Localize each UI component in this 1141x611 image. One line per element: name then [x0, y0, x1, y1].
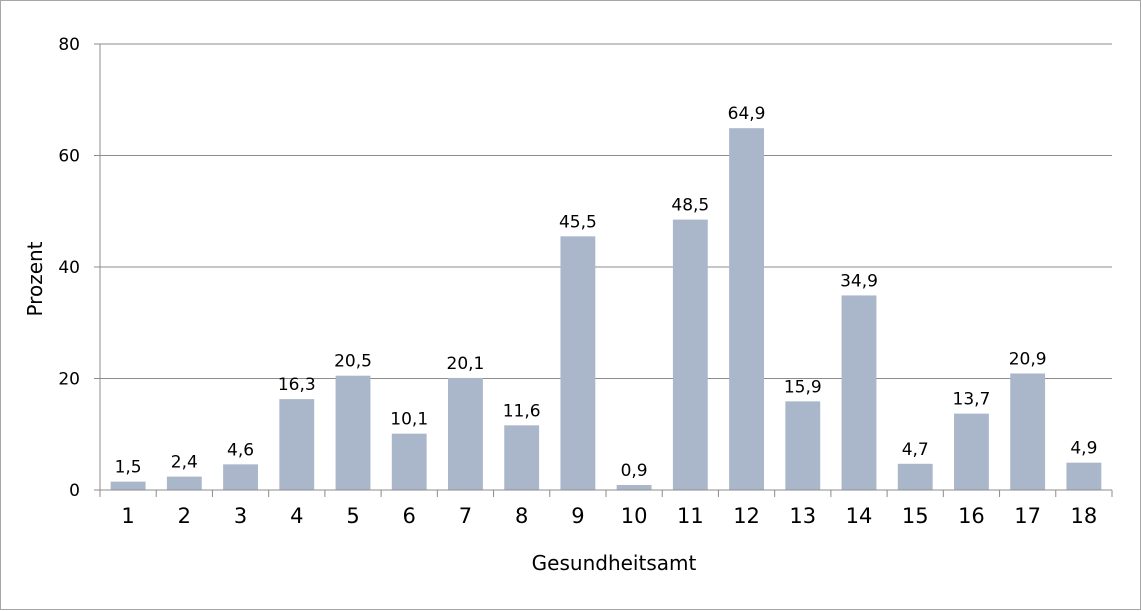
x-tick-label: 6 [403, 504, 416, 528]
x-axis-title: Gesundheitsamt [532, 551, 697, 575]
x-tick-label: 16 [958, 504, 985, 528]
y-tick-label: 80 [58, 35, 80, 55]
bar [391, 433, 427, 490]
data-label: 34,9 [840, 271, 878, 291]
data-label: 13,7 [953, 390, 991, 410]
x-tick-label: 18 [1071, 504, 1098, 528]
data-label: 0,9 [621, 461, 648, 481]
data-label: 20,1 [447, 354, 485, 374]
y-tick-label: 40 [58, 258, 80, 278]
data-label: 10,1 [390, 410, 428, 430]
x-tick-label: 8 [515, 504, 528, 528]
bar [954, 413, 989, 490]
x-tick-label: 13 [789, 504, 816, 528]
bar [110, 481, 146, 490]
x-tick-label: 4 [290, 504, 303, 528]
bar [729, 128, 764, 490]
x-tick-label: 12 [733, 504, 760, 528]
data-labels: 1,5 2,4 4,6 16,3 20,5 10,1 20,1 11,6 45,5 0,9 48,5… [115, 104, 1098, 481]
data-label: 2,4 [171, 453, 198, 473]
bars [110, 128, 1102, 491]
bar [1010, 373, 1046, 490]
data-label: 15,9 [784, 377, 822, 397]
bar [335, 375, 371, 490]
bar [166, 476, 202, 490]
data-label: 20,5 [334, 352, 372, 372]
data-label: 4,9 [1070, 439, 1097, 459]
bar [616, 484, 652, 490]
x-tick-label: 9 [571, 504, 584, 528]
bar [1066, 462, 1102, 490]
x-tick-label: 7 [459, 504, 472, 528]
data-label: 11,6 [503, 401, 541, 421]
bar [841, 295, 877, 490]
y-tick-label: 20 [58, 370, 80, 390]
x-tick-label: 17 [1014, 504, 1041, 528]
x-tick-label: 5 [346, 504, 359, 528]
data-label: 4,7 [902, 440, 929, 460]
bar [672, 219, 708, 491]
y-axis-title: Prozent [23, 241, 47, 316]
bar [560, 236, 596, 490]
x-tick-label: 3 [234, 504, 247, 528]
x-tick-label: 11 [677, 504, 704, 528]
bar [785, 401, 821, 490]
data-label: 1,5 [115, 458, 142, 478]
x-tick-label: 1 [121, 504, 134, 528]
data-label: 16,3 [278, 375, 316, 395]
bar [504, 425, 540, 490]
x-tick-label: 10 [621, 504, 648, 528]
bar [448, 377, 483, 490]
data-label: 4,6 [227, 440, 254, 460]
bar [279, 399, 315, 490]
bar [223, 464, 258, 490]
x-tick-label: 14 [846, 504, 873, 528]
y-tick-label: 60 [58, 147, 80, 167]
bar [897, 463, 933, 490]
data-label: 45,5 [559, 212, 597, 232]
data-label: 64,9 [728, 104, 766, 124]
gridlines [100, 43, 1112, 379]
y-tick-label: 0 [69, 481, 80, 501]
data-label: 20,9 [1009, 349, 1047, 369]
data-label: 48,5 [671, 196, 709, 216]
x-tick-label: 2 [178, 504, 191, 528]
x-tick-label: 15 [902, 504, 929, 528]
